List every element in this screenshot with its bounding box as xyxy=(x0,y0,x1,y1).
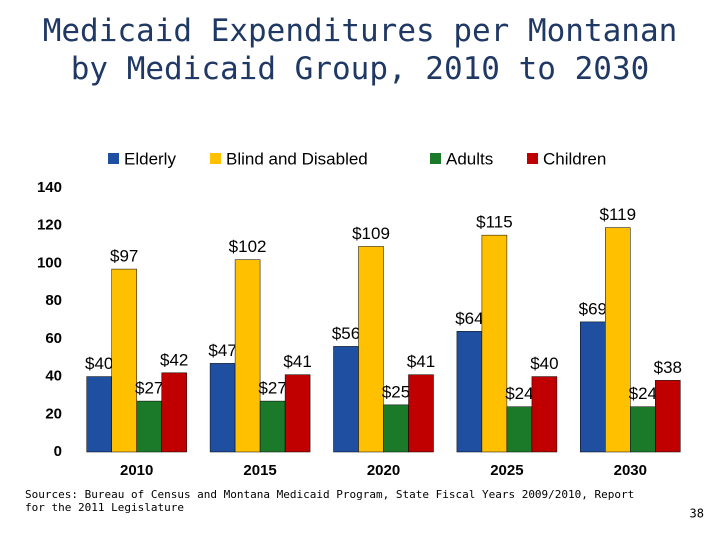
data-label: $42 xyxy=(160,350,188,369)
legend-swatch xyxy=(210,153,221,164)
bar xyxy=(284,374,311,453)
legend-label: Adults xyxy=(446,149,493,168)
y-tick-label: 140 xyxy=(37,179,62,196)
data-label: $115 xyxy=(476,213,513,232)
x-tick-label: 2030 xyxy=(614,462,647,479)
title-box: Medicaid Expenditures per Montanan by Me… xyxy=(42,13,678,87)
y-tick-label: 100 xyxy=(37,254,62,271)
page-number: 38 xyxy=(690,507,704,521)
y-tick-label: 60 xyxy=(45,330,62,347)
bar xyxy=(481,234,508,453)
bar xyxy=(506,406,533,453)
bar xyxy=(383,404,409,453)
bar xyxy=(605,227,631,453)
bar xyxy=(259,400,286,453)
data-label: $109 xyxy=(352,224,390,243)
bar xyxy=(655,380,681,453)
legend-swatch xyxy=(527,153,538,164)
bar xyxy=(333,346,359,453)
data-label: $102 xyxy=(229,237,267,256)
bar xyxy=(358,246,384,453)
data-label: $40 xyxy=(85,354,113,373)
source-box: Sources: Bureau of Census and Montana Me… xyxy=(25,488,635,514)
data-label: $64 xyxy=(455,309,483,328)
data-label: $47 xyxy=(208,341,236,360)
bar xyxy=(580,321,606,453)
y-tick-label: 40 xyxy=(45,368,62,385)
data-label: $27 xyxy=(258,379,286,398)
bar xyxy=(111,268,137,453)
bar xyxy=(456,331,483,453)
source: Sources: Bureau of Census and Montana Me… xyxy=(25,488,635,514)
legend-swatch xyxy=(430,153,441,164)
data-label: $69 xyxy=(579,299,607,318)
legend-label: Elderly xyxy=(124,149,176,168)
data-label: $119 xyxy=(600,205,637,224)
data-label: $97 xyxy=(110,247,138,266)
data-label: $40 xyxy=(530,354,558,373)
y-tick-label: 80 xyxy=(45,292,62,309)
bar xyxy=(408,374,434,453)
data-label: $24 xyxy=(629,384,657,403)
bar xyxy=(531,376,558,453)
data-label: $38 xyxy=(654,358,682,377)
bar xyxy=(234,259,261,453)
y-tick-label: 120 xyxy=(37,217,62,234)
x-tick-label: 2025 xyxy=(490,462,523,479)
data-label: $25 xyxy=(382,382,410,401)
bar xyxy=(209,363,236,453)
data-label: $56 xyxy=(332,324,360,343)
bar xyxy=(161,372,187,453)
y-tick-label: 20 xyxy=(45,405,62,422)
data-label: $41 xyxy=(283,352,311,371)
bar xyxy=(86,376,112,453)
legend-swatch xyxy=(108,153,119,164)
x-tick-label: 2020 xyxy=(367,462,400,479)
legend-label: Blind and Disabled xyxy=(226,149,368,168)
bar xyxy=(136,400,162,453)
legend-label: Children xyxy=(543,149,606,168)
x-tick-label: 2015 xyxy=(243,462,276,479)
bar xyxy=(630,406,656,453)
x-tick-label: 2010 xyxy=(120,462,153,479)
y-tick-label: 0 xyxy=(54,443,62,460)
chart-title: Medicaid Expenditures per Montanan by Me… xyxy=(42,13,678,87)
data-label: $24 xyxy=(505,384,533,403)
data-label: $41 xyxy=(407,352,435,371)
data-label: $27 xyxy=(135,379,163,398)
